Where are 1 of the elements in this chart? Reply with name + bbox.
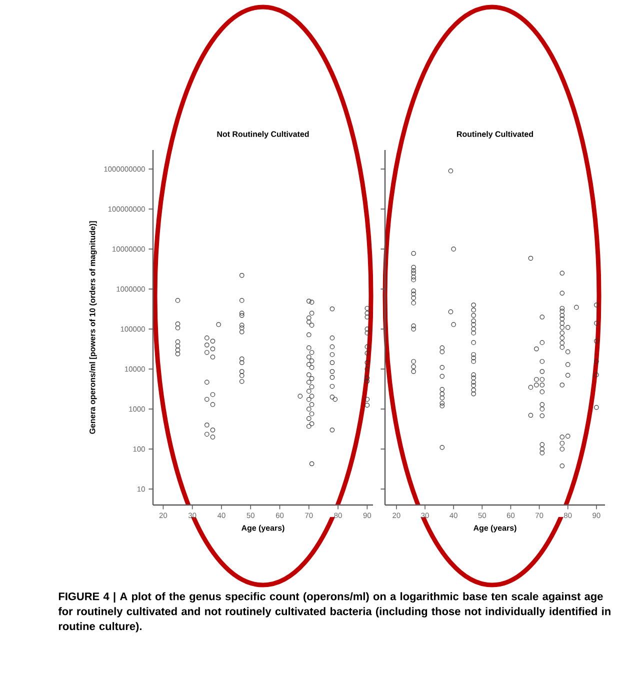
caption: FIGURE 4 | A plot of the genus specific count (operons/ml) on a logarithmic base ten scale against age for routinely cultivated and not routinely cultivated bacteria (including those not individually identified in routine culture). — [58, 592, 610, 632]
